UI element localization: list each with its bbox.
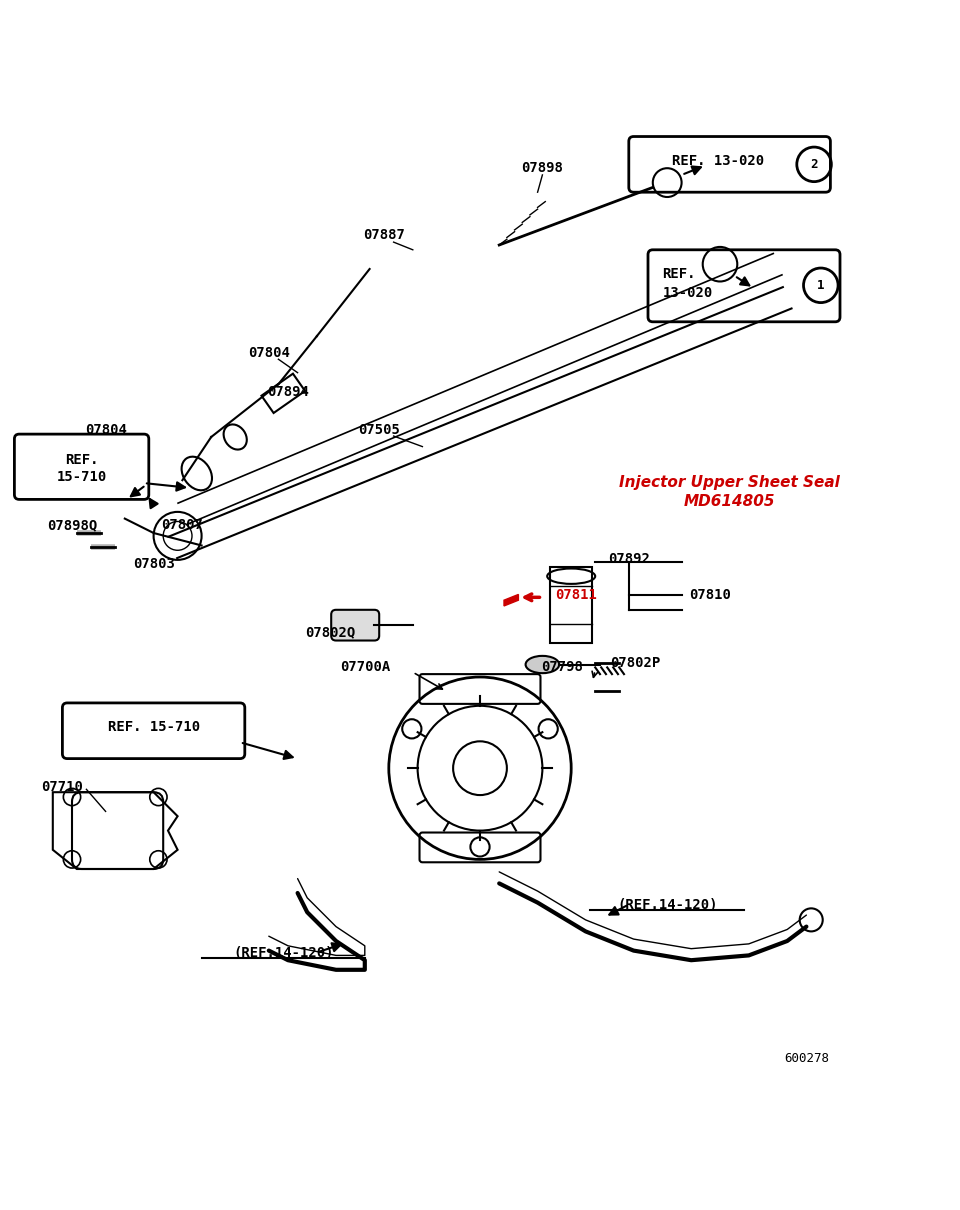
Text: 07804: 07804 xyxy=(248,346,290,361)
Text: 1: 1 xyxy=(817,278,825,292)
Text: 15-710: 15-710 xyxy=(57,471,107,484)
Text: REF. 15-710: REF. 15-710 xyxy=(108,720,200,734)
Text: 07898Q: 07898Q xyxy=(47,518,97,532)
Text: 07505: 07505 xyxy=(358,424,400,437)
Text: 07894: 07894 xyxy=(267,385,309,399)
Text: 07807: 07807 xyxy=(161,518,204,532)
Text: 13-020: 13-020 xyxy=(662,286,712,300)
Text: 07811: 07811 xyxy=(555,588,597,603)
Text: Injector Upper Sheet Seal: Injector Upper Sheet Seal xyxy=(619,474,840,490)
Text: 07802P: 07802P xyxy=(611,656,660,669)
FancyBboxPatch shape xyxy=(331,610,379,640)
Text: 07798: 07798 xyxy=(540,661,583,674)
Bar xyxy=(261,374,305,413)
Text: 600278: 600278 xyxy=(784,1051,828,1065)
Text: REF.: REF. xyxy=(65,453,98,467)
Text: 07810: 07810 xyxy=(689,588,732,603)
Text: 07700A: 07700A xyxy=(340,661,390,674)
Text: 07804: 07804 xyxy=(84,424,127,437)
Bar xyxy=(550,566,592,644)
Polygon shape xyxy=(504,594,518,606)
Text: (REF.14-120): (REF.14-120) xyxy=(617,898,717,911)
Text: 07898: 07898 xyxy=(521,161,564,175)
Text: 07803: 07803 xyxy=(132,557,175,571)
Text: REF.: REF. xyxy=(662,266,696,281)
Text: (REF.14-120): (REF.14-120) xyxy=(233,945,333,960)
Text: 2: 2 xyxy=(810,157,818,171)
Text: 07892: 07892 xyxy=(608,552,650,566)
Ellipse shape xyxy=(526,656,559,673)
Text: MD614805: MD614805 xyxy=(684,494,776,509)
Text: 07710: 07710 xyxy=(41,780,84,795)
Text: 07887: 07887 xyxy=(363,229,405,242)
Text: REF. 13-020: REF. 13-020 xyxy=(672,154,764,167)
Text: 07802Q: 07802Q xyxy=(305,624,355,639)
